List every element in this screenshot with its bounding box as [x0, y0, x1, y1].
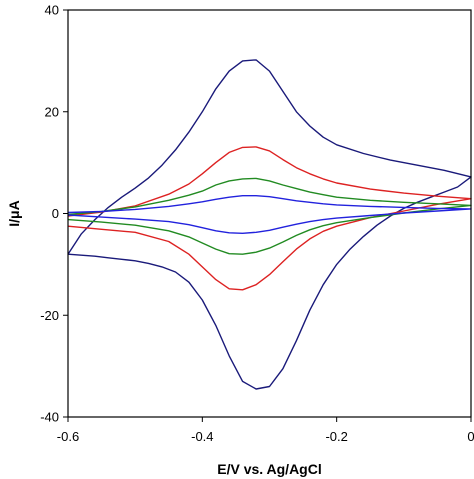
x-tick-label: -0.4: [191, 429, 213, 444]
y-tick-label: -40: [40, 410, 59, 425]
series-line-1: [67, 59, 472, 390]
y-tick-label: -20: [40, 308, 59, 323]
x-tick-label: 0: [467, 429, 474, 444]
x-axis: -0.6 -0.4 -0.2 0: [57, 417, 474, 444]
y-axis-title: I/μA: [6, 200, 22, 226]
x-axis-title: E/V vs. Ag/AgCl: [217, 461, 322, 477]
x-tick-label: -0.6: [57, 429, 79, 444]
y-tick-label: 40: [45, 3, 59, 18]
series-layer: [67, 59, 472, 390]
x-tick-label: -0.2: [325, 429, 347, 444]
series-line-3: [67, 177, 472, 255]
series-line-4: [67, 194, 472, 235]
y-axis: -40 -20 0 20 40: [40, 3, 68, 425]
y-tick-label: 0: [52, 206, 59, 221]
y-tick-label: 20: [45, 104, 59, 119]
